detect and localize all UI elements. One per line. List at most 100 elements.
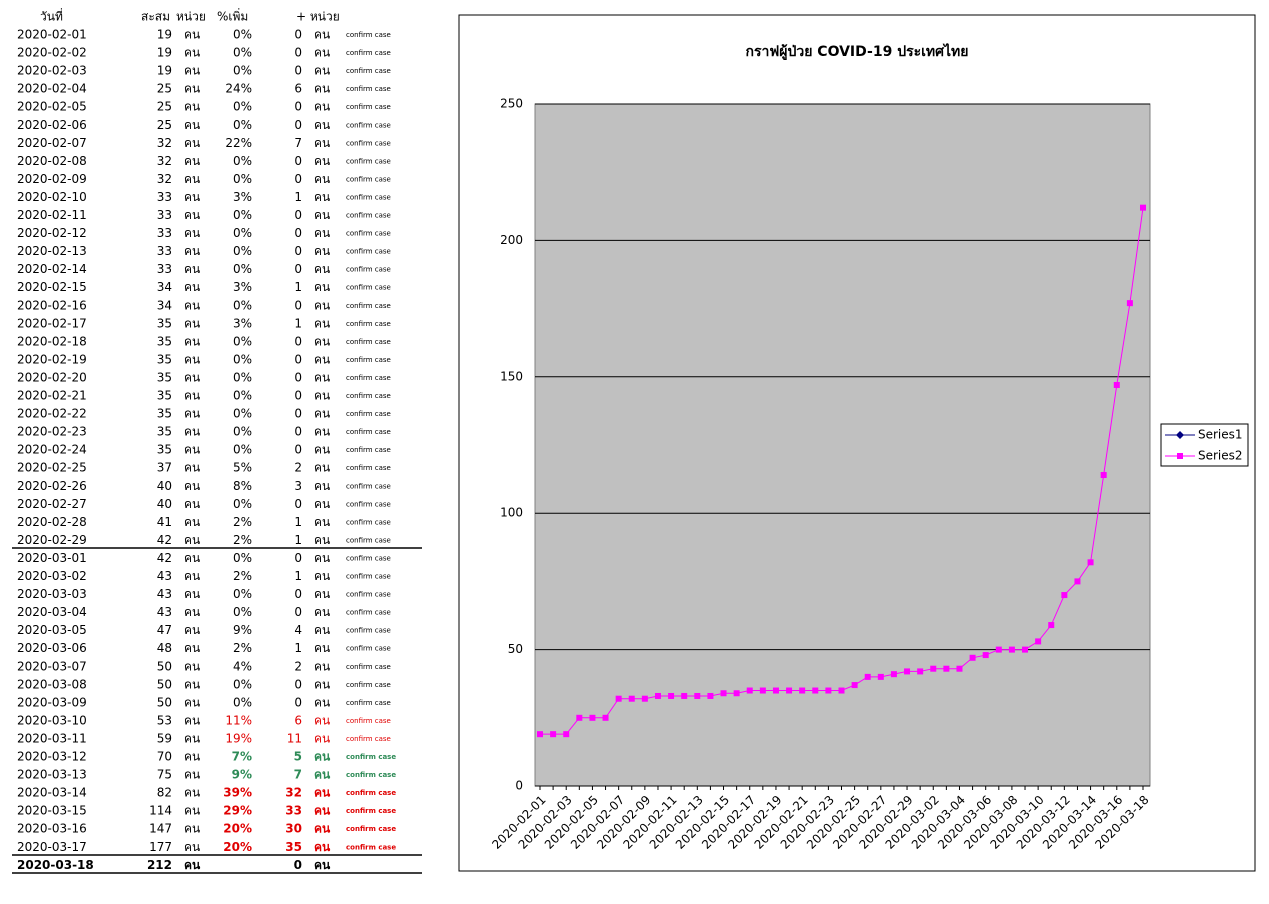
cell: 2020-02-22 (17, 407, 87, 421)
column-header: หน่วย (176, 10, 206, 24)
cell: 24% (225, 82, 252, 96)
marker (707, 692, 714, 699)
cell: 33 (157, 262, 172, 276)
cell: 29% (223, 804, 252, 818)
cell: คน (184, 623, 200, 637)
marker (851, 682, 858, 689)
cell: confirm case (346, 230, 391, 238)
cell: 48 (157, 641, 172, 655)
marker (628, 695, 635, 702)
cell: 0 (294, 28, 302, 42)
marker (812, 687, 819, 694)
cell: คน (184, 136, 200, 150)
cell: 2020-02-02 (17, 46, 87, 60)
cell: 0% (233, 334, 252, 348)
cell: 2020-03-04 (17, 605, 87, 619)
cell: 2 (294, 659, 302, 673)
cell: 32 (157, 154, 172, 168)
cell: คน (184, 768, 200, 782)
cell: 35 (157, 425, 172, 439)
cell: 212 (147, 858, 172, 872)
cell: 2020-02-14 (17, 262, 87, 276)
marker (1008, 646, 1015, 653)
marker (1061, 592, 1068, 599)
cell: 3 (294, 479, 302, 493)
cell: 2020-02-03 (17, 64, 87, 78)
cell: 0% (233, 208, 252, 222)
marker (654, 692, 661, 699)
cell: 75 (157, 768, 172, 782)
cell: 11 (287, 731, 302, 745)
cell: คน (184, 713, 200, 727)
cell: คน (314, 713, 330, 727)
cell: confirm case (346, 103, 391, 111)
cell: 0% (233, 677, 252, 691)
cell: 34 (157, 280, 172, 294)
cell: คน (184, 280, 200, 294)
cell: คน (314, 262, 330, 276)
cell: 39% (223, 786, 252, 800)
y-tick-label: 0 (515, 779, 523, 793)
marker (1113, 381, 1120, 388)
marker (668, 692, 675, 699)
cell: 2020-03-13 (17, 768, 87, 782)
y-tick-label: 50 (508, 642, 523, 656)
cell: 114 (149, 804, 172, 818)
cell: 2020-02-09 (17, 172, 87, 186)
cell: 0 (294, 46, 302, 60)
cell: confirm case (346, 446, 391, 454)
cell: 2 (294, 461, 302, 475)
cell: 25 (157, 82, 172, 96)
cell: 2020-02-04 (17, 82, 87, 96)
cell: 2020-03-17 (17, 840, 87, 854)
cell: คน (184, 605, 200, 619)
cell: confirm case (346, 31, 391, 39)
cell: คน (184, 407, 200, 421)
cell: 34 (157, 298, 172, 312)
cell: 2020-03-14 (17, 786, 87, 800)
marker (930, 665, 937, 672)
cell: คน (184, 659, 200, 673)
y-tick-label: 250 (500, 97, 523, 111)
cell: 2020-03-12 (17, 750, 87, 764)
marker (563, 731, 570, 738)
cell: 35 (157, 370, 172, 384)
column-header: %เพิ่ม (217, 8, 248, 24)
cell: คน (184, 389, 200, 403)
cell: 0% (233, 118, 252, 132)
cell: 0% (233, 605, 252, 619)
cell: 0 (294, 298, 302, 312)
cell: confirm case (346, 266, 391, 274)
cell: 0% (233, 154, 252, 168)
cell: 7 (294, 768, 302, 782)
cell: คน (314, 605, 330, 619)
cell: คน (184, 370, 200, 384)
cell: คน (314, 425, 330, 439)
cell: 2020-03-09 (17, 695, 87, 709)
marker (904, 668, 911, 675)
cell: confirm case (346, 699, 391, 707)
cell: คน (184, 172, 200, 186)
cell: 0% (233, 407, 252, 421)
cell: confirm case (346, 302, 391, 310)
cell: คน (314, 461, 330, 475)
cell: 43 (157, 605, 172, 619)
marker (759, 687, 766, 694)
cell: คน (314, 244, 330, 258)
cell: 0% (233, 226, 252, 240)
marker (537, 731, 543, 738)
cell: คน (184, 298, 200, 312)
legend (1160, 423, 1249, 467)
cell: คน (184, 190, 200, 204)
cell: คน (314, 569, 330, 583)
cell: คน (314, 298, 330, 312)
cell: 70 (157, 750, 172, 764)
column-header: วันที่ (40, 8, 63, 24)
cell: 50 (157, 695, 172, 709)
cell: 0 (294, 497, 302, 511)
cell: 0 (294, 244, 302, 258)
cell: คน (314, 407, 330, 421)
cell: คน (314, 118, 330, 132)
cell: 2020-03-05 (17, 623, 87, 637)
